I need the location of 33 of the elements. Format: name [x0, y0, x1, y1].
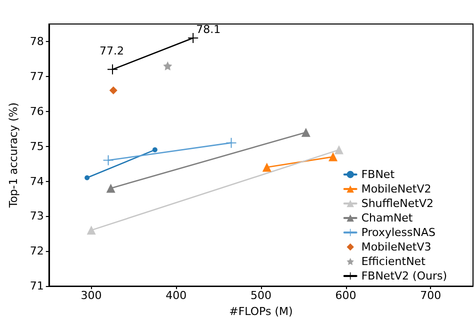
legend-label: MobileNetV2: [361, 182, 432, 196]
x-tick-label: 500: [250, 289, 272, 302]
legend-label: EfficientNet: [361, 255, 426, 268]
x-tick-label: 600: [335, 289, 356, 302]
x-tick-label: 400: [166, 289, 187, 302]
point: [84, 175, 90, 180]
legend-label: ChamNet: [361, 212, 414, 224]
data-label: 77.2: [100, 44, 124, 58]
x-axis-title: #FLOPs (M): [229, 305, 293, 318]
point: [226, 138, 236, 148]
y-tick-label: 75: [30, 140, 44, 153]
legend-label: ProxylessNAS: [361, 226, 436, 239]
point: [103, 155, 114, 166]
y-tick-label: 71: [30, 280, 44, 293]
legend-label: MobileNetV3: [361, 240, 432, 254]
data-label: 78.1: [196, 22, 221, 36]
y-tick-label: 72: [30, 244, 44, 258]
legend-label: FBNetV2 (Ours): [361, 270, 448, 282]
y-tick-label: 74: [30, 174, 44, 188]
y-axis-title: Top-1 accuracy (%): [7, 102, 20, 209]
point: [108, 64, 118, 74]
legend-label: FBNet: [361, 168, 396, 181]
y-tick-label: 73: [30, 210, 44, 223]
point: [152, 147, 158, 152]
legend-label: ShuffleNetV2: [361, 197, 434, 210]
x-tick-label: 700: [420, 289, 442, 302]
point: [163, 61, 172, 70]
point: [188, 32, 198, 43]
y-tick-label: 77: [30, 70, 44, 83]
x-tick-label: 300: [80, 289, 102, 302]
point: [109, 86, 118, 94]
y-tick-label: 78: [30, 34, 44, 48]
y-tick-label: 76: [30, 104, 44, 118]
